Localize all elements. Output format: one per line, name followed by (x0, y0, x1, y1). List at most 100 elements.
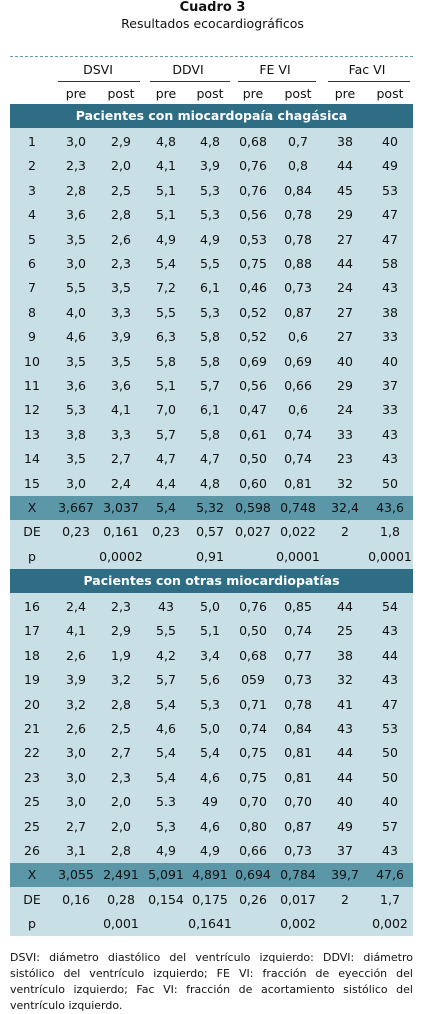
mean-cell: 5,4 (156, 500, 176, 515)
cell: 0,66 (284, 378, 312, 393)
cell: 5,3 (200, 696, 220, 712)
cell: 14 (24, 451, 40, 467)
cell: 2,6 (66, 647, 86, 663)
cell: 5,3 (200, 207, 220, 223)
cell: 53 (382, 721, 398, 736)
cell: 5,8 (200, 426, 220, 442)
cell: 5,1 (156, 207, 176, 223)
cell: 5,8 (200, 353, 220, 369)
cell: 3,2 (111, 672, 131, 688)
sd-cell: 0,26 (239, 891, 267, 907)
cell: 16 (24, 599, 40, 614)
cell: 3,3 (111, 304, 131, 320)
cell: 44 (337, 158, 353, 174)
cell: 2 (28, 158, 36, 174)
cell: 5,1 (200, 623, 220, 639)
p-label: p (28, 916, 36, 932)
p-value: 0,0001 (368, 548, 412, 564)
cell: 5,7 (200, 378, 220, 393)
sd-cell: 0,027 (235, 524, 271, 540)
cell: 29 (337, 207, 353, 223)
cell: 40 (337, 794, 353, 810)
cell: 25 (24, 818, 40, 834)
cell: 3,6 (66, 207, 86, 223)
cell: 18 (24, 647, 40, 663)
cell: 4 (28, 207, 36, 223)
cell: 059 (241, 672, 265, 688)
cell: 43 (158, 599, 174, 614)
cell: 3 (28, 182, 36, 198)
cell: 2,8 (111, 696, 131, 712)
cell: 1,9 (111, 647, 131, 663)
cell: 0,69 (239, 353, 267, 369)
cell: 2,8 (111, 207, 131, 223)
cell: 2,7 (66, 818, 86, 834)
cell: 43 (382, 672, 398, 688)
cell: 50 (382, 745, 398, 761)
cell: 0,50 (239, 623, 267, 639)
group-rule (150, 81, 230, 82)
sd-cell: 1,7 (380, 891, 400, 907)
cell: 50 (382, 475, 398, 491)
cell: 6,3 (156, 329, 176, 345)
mean-cell: 0,748 (280, 500, 316, 515)
cell: 0,70 (239, 794, 267, 810)
cell: 44 (337, 599, 353, 614)
sd-cell: DE (23, 524, 41, 540)
cell: 0,77 (284, 647, 312, 663)
sd-cell: DE (23, 891, 41, 907)
cell: 0,70 (284, 794, 312, 810)
sd-cell: 0,28 (107, 891, 135, 907)
group-header: FE VI (259, 62, 291, 77)
cell: 5,1 (156, 182, 176, 198)
cell: 4,8 (200, 475, 220, 491)
cell: 12 (24, 402, 40, 418)
cell: 2,8 (111, 843, 131, 858)
sub-header: post (284, 86, 312, 101)
cell: 5,0 (200, 599, 220, 614)
sub-header: pre (242, 86, 264, 101)
cell: 3,0 (66, 134, 86, 149)
cell: 3,9 (66, 672, 86, 688)
cell: 2,3 (111, 256, 131, 271)
cell: 4,9 (156, 843, 176, 858)
cell: 10 (24, 353, 40, 369)
sub-header: pre (65, 86, 87, 101)
cell: 4,1 (66, 623, 86, 639)
p-value: 0,002 (280, 916, 316, 932)
cell: 2,6 (66, 721, 86, 736)
cell: 0,47 (239, 402, 267, 418)
cell: 43 (382, 426, 398, 442)
mean-cell: 5,091 (148, 867, 184, 883)
cell: 20 (24, 696, 40, 712)
cell: 0,71 (239, 696, 267, 712)
sd-cell: 0,16 (62, 891, 90, 907)
subtitle: Resultados ecocardiográficos (121, 16, 304, 31)
cell: 23 (337, 451, 353, 467)
cell: 4,7 (156, 451, 176, 467)
mean-cell: 4,891 (192, 867, 228, 883)
cell: 33 (337, 426, 353, 442)
cell: 43 (337, 721, 353, 736)
cell: 29 (337, 378, 353, 393)
p-value: 0,1641 (188, 916, 232, 932)
cell: 0,68 (239, 647, 267, 663)
cell: 53 (382, 182, 398, 198)
cell: 50 (382, 769, 398, 785)
cell: 0,76 (239, 158, 267, 174)
cell: 7,2 (156, 280, 176, 296)
cell: 3,5 (66, 231, 86, 247)
cell: 0,56 (239, 207, 267, 223)
cell: 5,0 (200, 721, 220, 736)
sd-cell: 0,017 (280, 891, 316, 907)
mean-cell: 2,491 (103, 867, 139, 883)
cell: 4,8 (200, 134, 220, 149)
cell: 26 (24, 843, 40, 858)
mean-cell: 3,037 (103, 500, 139, 515)
p-value: 0,001 (103, 916, 139, 932)
cell: 6,1 (200, 402, 220, 418)
cell: 3,2 (66, 696, 86, 712)
cell: 0,60 (239, 475, 267, 491)
sd-cell: 0,154 (148, 891, 184, 907)
cell: 3,4 (200, 647, 220, 663)
